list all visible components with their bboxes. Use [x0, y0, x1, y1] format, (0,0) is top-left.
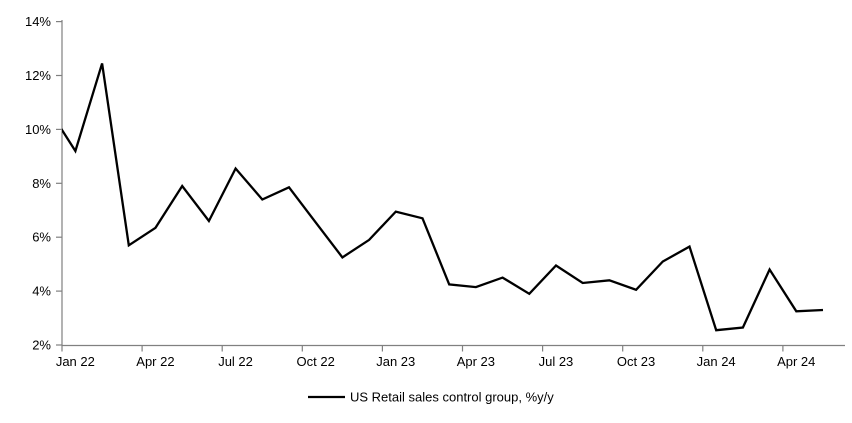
y-axis-labels: 2% 4% 6% 8% 10% 12% 14%: [25, 14, 51, 352]
legend-label: US Retail sales control group, %y/y: [350, 390, 554, 405]
x-axis-ticks: [61, 345, 784, 352]
x-tick-label: Apr 23: [457, 354, 495, 369]
series-line: [62, 63, 824, 332]
x-tick-label: Apr 22: [136, 354, 174, 369]
x-tick-label: Jan 23: [376, 354, 415, 369]
x-axis-labels: Jan 22 Apr 22 Jul 22 Oct 22 Jan 23 Apr 23 Jul …: [56, 354, 816, 369]
x-tick-label: Jan 24: [697, 354, 736, 369]
x-tick-label: Jul 23: [539, 354, 574, 369]
y-tick-label: 10%: [25, 122, 51, 137]
y-tick-label: 8%: [32, 176, 51, 191]
x-tick-label: Oct 23: [617, 354, 655, 369]
x-tick-label: Jul 22: [218, 354, 253, 369]
legend: US Retail sales control group, %y/y: [308, 390, 554, 405]
y-tick-label: 12%: [25, 68, 51, 83]
y-axis-ticks: [56, 21, 62, 346]
y-tick-label: 14%: [25, 14, 51, 29]
y-tick-label: 6%: [32, 230, 51, 245]
data-series: [62, 63, 824, 332]
y-tick-label: 2%: [32, 338, 51, 353]
x-tick-label: Jan 22: [56, 354, 95, 369]
y-tick-label: 4%: [32, 284, 51, 299]
x-tick-label: Oct 22: [297, 354, 335, 369]
x-tick-label: Apr 24: [777, 354, 815, 369]
